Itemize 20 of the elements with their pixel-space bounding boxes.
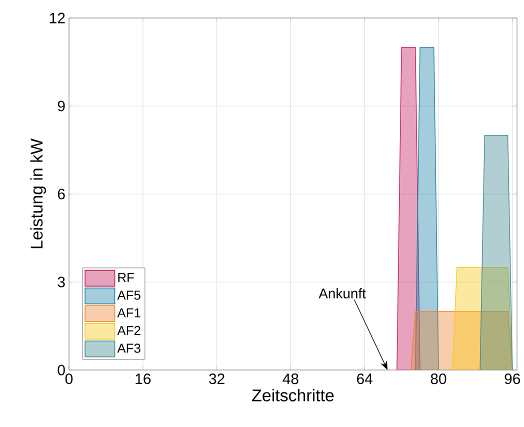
x-tick-label: 0 [65,374,73,384]
x-tick-label: 96 [504,374,520,384]
y-axis-title: Leistung in kW [30,138,46,248]
annotation: Ankunft [318,288,366,298]
y-tick-label: 3 [58,276,65,288]
x-tick-label: 16 [136,374,151,384]
legend-label: AF5 [117,290,140,300]
legend-label: AF2 [117,326,140,336]
x-tick-label: 80 [430,374,446,384]
y-tick-label: 0 [58,364,65,376]
x-tick-label: 64 [357,374,372,384]
x-axis-title: Zeitschritte [252,388,334,402]
y-tick-label: 12 [50,12,65,24]
legend-label: RF [118,273,134,282]
y-tick-label: 9 [58,100,65,112]
legend-label: AF1 [117,308,140,318]
legend-label: AF3 [117,344,140,353]
x-tick-label: 32 [209,374,224,384]
x-tick-label: 48 [282,374,298,384]
y-tick-label: 6 [58,188,65,200]
